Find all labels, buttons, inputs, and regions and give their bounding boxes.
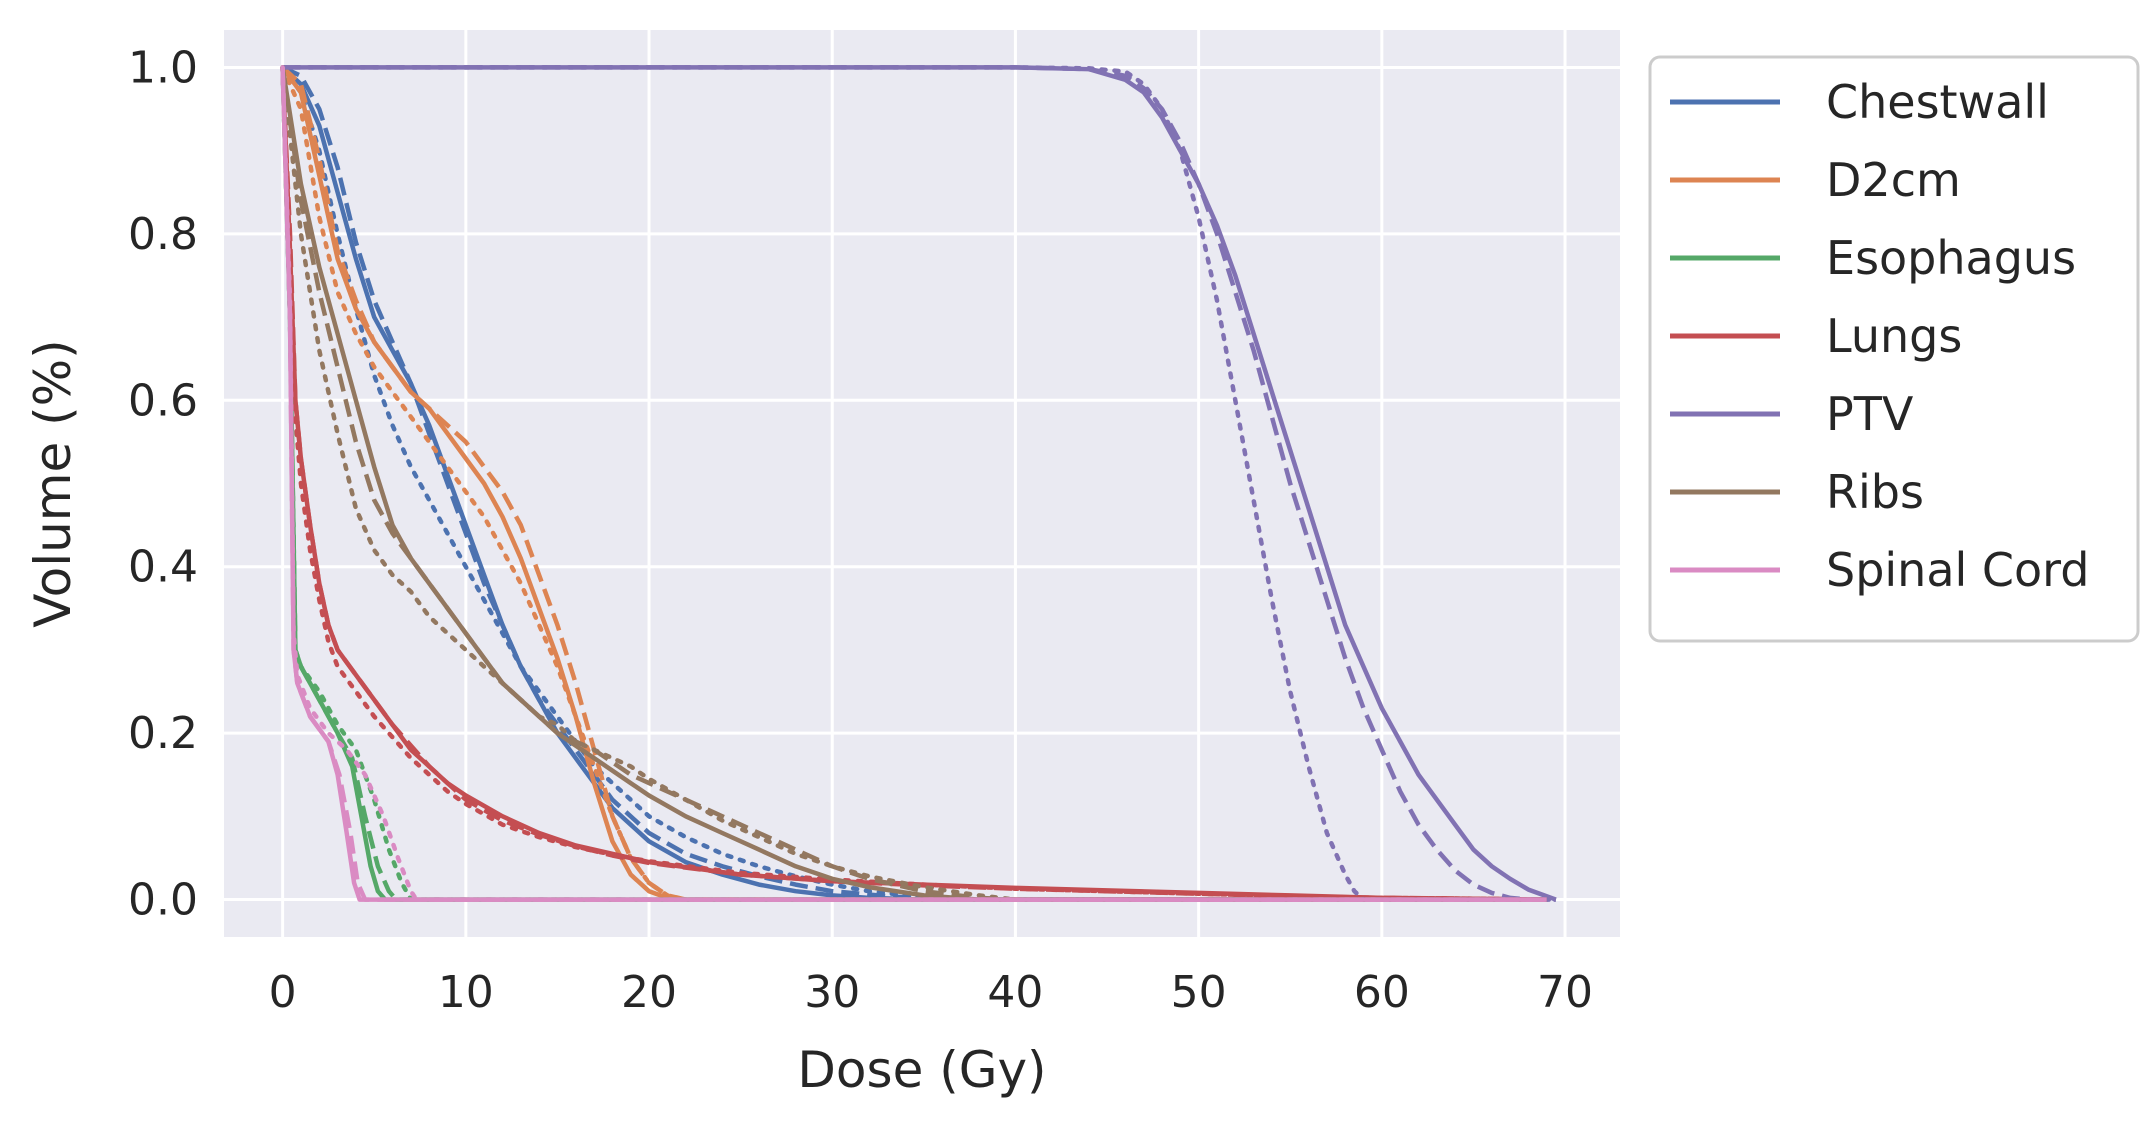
x-axis-label: Dose (Gy): [797, 1041, 1046, 1099]
ptv-dotted-line: [280, 65, 1559, 902]
x-tick-label: 60: [1354, 967, 1410, 1018]
plot-area: [224, 30, 1620, 937]
x-axis-ticks: 0 10 20 30 40 50 60 70: [269, 967, 1593, 1018]
legend-label-lungs: Lungs: [1826, 309, 1962, 363]
y-tick-label: 0.6: [128, 375, 198, 426]
series-lines: [280, 65, 1559, 902]
legend-label-esophagus: Esophagus: [1826, 231, 2076, 285]
esophagus-dotted-line: [280, 65, 1549, 902]
ribs-dotted-line: [280, 65, 1549, 902]
d2cm-solid-line: [280, 66, 1547, 902]
ptv-dashed-line: [282, 65, 1556, 902]
y-tick-label: 1.0: [128, 42, 198, 93]
ptv-solid-line: [282, 65, 1557, 902]
lungs-dotted-line: [280, 65, 1549, 902]
plot-background: [224, 30, 1620, 937]
x-tick-label: 40: [987, 967, 1043, 1018]
legend-frame: [1648, 55, 2140, 643]
legend-label-ptv: PTV: [1826, 387, 1914, 441]
y-tick-label: 0.2: [128, 708, 198, 759]
y-axis-ticks: 0.0 0.2 0.4 0.6 0.8 1.0: [128, 42, 198, 925]
chestwall-dashed-line: [281, 65, 1547, 902]
x-tick-label: 50: [1171, 967, 1227, 1018]
lungs-dashed-line: [280, 67, 1547, 902]
x-tick-label: 30: [804, 967, 860, 1018]
y-axis-label: Volume (%): [24, 339, 82, 627]
legend-label-spinal-cord: Spinal Cord: [1826, 543, 2090, 597]
legend-label-d2cm: D2cm: [1826, 153, 1961, 207]
y-tick-label: 0.4: [128, 542, 198, 593]
x-tick-label: 20: [621, 967, 677, 1018]
legend-label-ribs: Ribs: [1826, 465, 1924, 519]
y-tick-label: 0.0: [128, 875, 198, 926]
x-tick-label: 70: [1537, 967, 1593, 1018]
legend-label-chestwall: Chestwall: [1826, 75, 2049, 129]
y-tick-label: 0.8: [128, 209, 198, 260]
x-tick-label: 10: [438, 967, 494, 1018]
x-tick-label: 0: [269, 967, 297, 1018]
legend: Chestwall D2cm Esophagus Lungs PTV Ribs Spinal…: [1648, 55, 2140, 643]
d2cm-dotted-line: [280, 65, 1549, 902]
